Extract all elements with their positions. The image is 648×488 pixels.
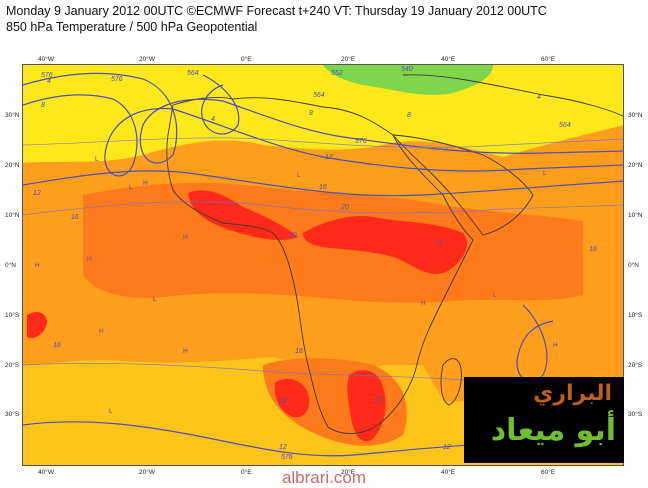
low-pressure-marker: L — [297, 172, 301, 179]
high-pressure-marker: H — [183, 348, 188, 355]
lon-label: 60°E — [541, 469, 556, 476]
lat-label: 30°N — [5, 112, 20, 119]
temp-label: 8 — [309, 110, 313, 117]
lon-label: 0°E — [241, 56, 252, 63]
lon-label: 20°E — [341, 469, 356, 476]
lon-label: 20°W — [139, 56, 155, 63]
logo-line-1: البراري — [533, 381, 612, 406]
lon-label: 40°W — [38, 56, 54, 63]
temp-label: 20 — [278, 398, 287, 405]
temperature-contours — [23, 137, 623, 388]
temp-label: 8 — [41, 102, 45, 109]
lat-label: 20°S — [628, 362, 643, 369]
temp-label: 16 — [53, 342, 61, 349]
high-pressure-marker: H — [421, 300, 426, 307]
lon-label: 0°E — [241, 469, 252, 476]
lon-label: 20°E — [341, 56, 356, 63]
forecast-subtitle: 850 hPa Temperature / 500 hPa Geopotenti… — [6, 20, 258, 34]
geopotential-label: 576 — [41, 72, 53, 79]
low-pressure-marker: L — [129, 184, 133, 191]
high-pressure-marker: H — [143, 180, 148, 187]
lat-label: 10°S — [628, 312, 643, 319]
lon-label: 40°E — [441, 56, 456, 63]
lat-label: 20°S — [5, 362, 20, 369]
low-pressure-marker: L — [95, 156, 99, 163]
lon-label: 60°E — [541, 56, 556, 63]
high-pressure-marker: H — [35, 262, 40, 269]
temp-label: 20 — [340, 204, 349, 211]
high-pressure-marker: H — [553, 342, 558, 349]
site-url-footer[interactable]: albrari.com — [281, 468, 367, 487]
geopotential-label: 552 — [331, 70, 343, 77]
temp-label: 16 — [589, 246, 597, 253]
temp-hot-area — [27, 312, 47, 339]
temp-label: 8 — [407, 112, 411, 119]
lon-label: 40°E — [441, 469, 456, 476]
high-pressure-marker: H — [183, 234, 188, 241]
temp-band-green — [323, 65, 493, 95]
lon-label: 40°W — [38, 469, 54, 476]
temp-label: 12 — [443, 444, 451, 451]
lat-label: 10°S — [5, 312, 20, 319]
lat-label: 30°N — [628, 112, 643, 119]
lat-label: 10°N — [628, 212, 643, 219]
temp-label: 12 — [325, 154, 333, 161]
lat-label: 20°N — [5, 162, 20, 169]
temp-label: 20 — [288, 232, 297, 239]
lat-label: 0°N — [5, 262, 16, 269]
temp-label: 4 — [211, 116, 215, 123]
high-pressure-marker: H — [437, 240, 442, 247]
lat-label: 0°N — [628, 262, 639, 269]
low-pressure-marker: L — [153, 296, 157, 303]
logo-line-2: أبو ميعاد — [490, 413, 616, 448]
low-pressure-marker: L — [109, 408, 113, 415]
temp-hot-area — [188, 190, 298, 240]
lon-label: 20°W — [139, 469, 155, 476]
temp-label: 16 — [71, 214, 79, 221]
geopotential-label: 564 — [559, 122, 571, 129]
geopotential-label: 564 — [187, 70, 199, 77]
temp-label: 12 — [279, 444, 287, 451]
temp-label: 12 — [33, 190, 41, 197]
low-pressure-marker: L — [493, 292, 497, 299]
temp-hot-area — [274, 378, 310, 418]
high-pressure-marker: H — [99, 328, 104, 335]
lat-label: 30°S — [5, 411, 20, 418]
geopotential-label: 540 — [401, 66, 413, 73]
geopotential-label: 576 — [111, 76, 123, 83]
high-pressure-marker: H — [87, 256, 92, 263]
temp-hot-area — [303, 215, 468, 274]
low-pressure-marker: L — [543, 170, 547, 177]
temp-label: 4 — [47, 78, 51, 85]
temp-label: 16 — [295, 348, 303, 355]
temp-label: 16 — [319, 184, 327, 191]
lat-label: 20°N — [628, 162, 643, 169]
coastlines — [166, 74, 623, 434]
geopotential-label: 564 — [313, 92, 325, 99]
site-logo: البراري أبو ميعاد — [464, 377, 624, 463]
lat-label: 30°S — [628, 411, 643, 418]
temp-hot-area — [347, 370, 386, 442]
temp-label: 4 — [537, 94, 541, 101]
geopotential-label: 576 — [281, 454, 293, 461]
lat-label: 10°N — [5, 212, 20, 219]
geopotential-label: 576 — [355, 138, 367, 145]
temp-label: 20 — [374, 396, 383, 403]
forecast-title: Monday 9 January 2012 00UTC ©ECMWF Forec… — [6, 4, 547, 18]
